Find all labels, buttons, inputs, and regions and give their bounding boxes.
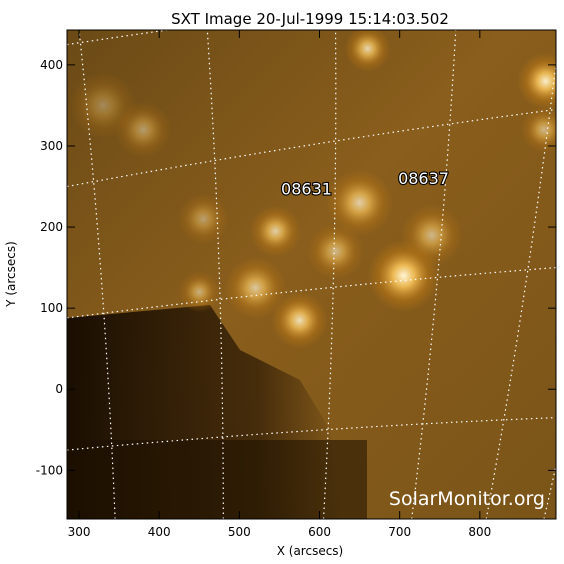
chart-title: SXT Image 20-Jul-1999 15:14:03.502 <box>171 10 449 28</box>
y-axis-label: Y (arcsecs) <box>4 241 18 308</box>
bright-feature-6 <box>307 223 364 280</box>
x-tick-label-300: 300 <box>68 525 91 539</box>
y-tick-label-300: 300 <box>40 139 63 153</box>
bright-feature-3 <box>249 205 302 257</box>
x-tick-label-600: 600 <box>308 525 331 539</box>
bright-feature-9 <box>177 193 229 245</box>
heliographic-grid <box>67 30 556 519</box>
bright-feature-5 <box>326 169 393 237</box>
bright-features-layer <box>69 30 556 349</box>
grid-longitude-line-4 <box>411 30 457 519</box>
bright-feature-8 <box>178 271 220 313</box>
y-tick-label-100: 100 <box>40 301 63 315</box>
y-tick-label--100: -100 <box>36 463 63 477</box>
active-region-labels: 08631 08637 <box>280 168 450 200</box>
x-tick-label-500: 500 <box>228 525 251 539</box>
active-region-label-08631: 08631 <box>281 180 332 199</box>
y-axis-ticks: -100 0 100 200 300 400 <box>36 58 556 477</box>
x-axis-ticks: 300 400 500 600 700 800 <box>68 30 491 539</box>
plot-area <box>67 30 556 519</box>
y-tick-label-0: 0 <box>55 382 63 396</box>
x-tick-label-400: 400 <box>148 525 171 539</box>
y-tick-label-400: 400 <box>40 58 63 72</box>
bright-feature-14 <box>520 106 556 153</box>
bright-feature-13 <box>517 52 556 110</box>
y-tick-label-200: 200 <box>40 220 63 234</box>
lower-left-dark-band <box>67 440 367 519</box>
x-tick-label-700: 700 <box>388 525 411 539</box>
bright-feature-11 <box>69 72 137 139</box>
bright-feature-2 <box>271 292 328 349</box>
active-region-label-08637: 08637 <box>398 169 449 188</box>
bright-feature-7 <box>400 204 463 266</box>
plot-frame <box>66 29 557 520</box>
grid-latitude-line-1 <box>67 417 556 451</box>
grid-latitude-line-2 <box>67 267 556 319</box>
watermark-solarmonitor: SolarMonitor.org <box>389 488 545 510</box>
x-tick-label-800: 800 <box>468 525 491 539</box>
bright-feature-12 <box>344 30 391 72</box>
x-axis-label: X (arcsecs) <box>277 544 344 558</box>
bright-feature-4 <box>224 257 287 319</box>
